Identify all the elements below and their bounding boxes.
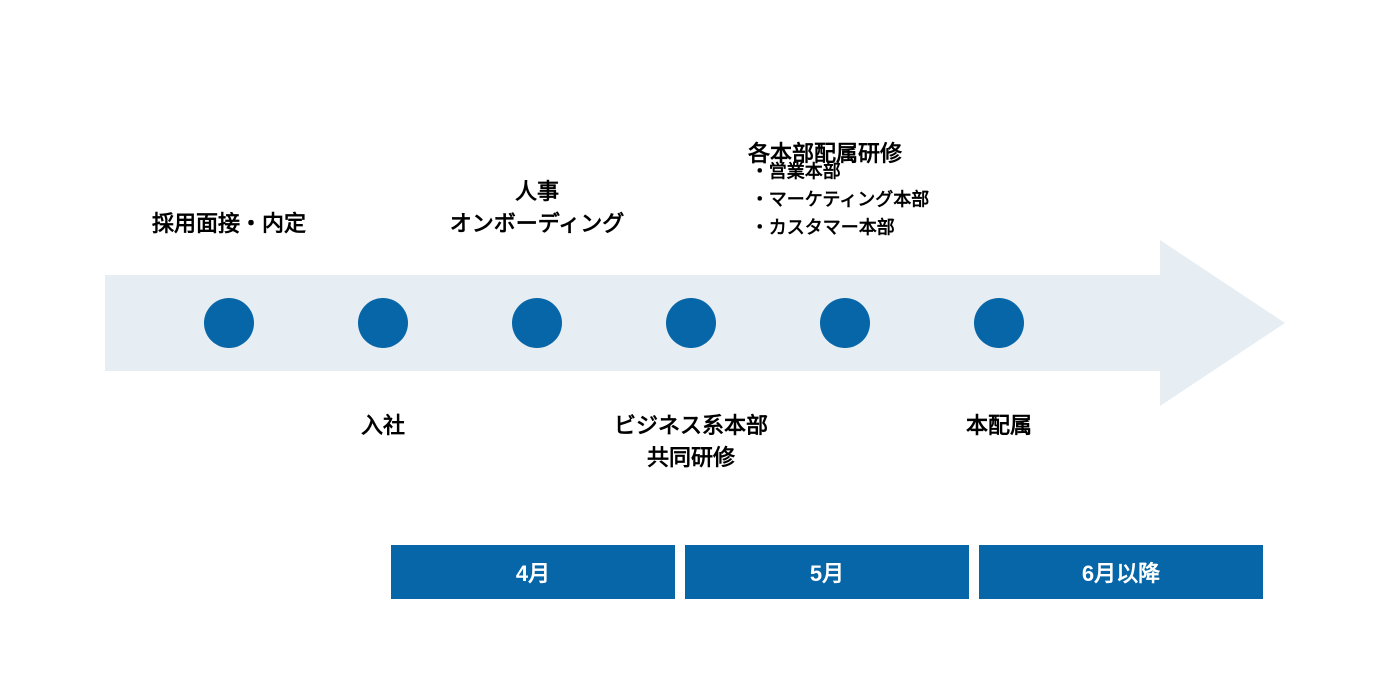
timeline-dot (204, 298, 254, 348)
stage-label-bottom: 本配属 (966, 410, 1032, 442)
timeline-dot (512, 298, 562, 348)
stage-label-bottom: ビジネス系本部 共同研修 (614, 410, 768, 474)
arrow-head-icon (1160, 240, 1285, 406)
month-block: 5月 (685, 545, 969, 599)
timeline-dot (820, 298, 870, 348)
stage-label-top: 人事 オンボーディング (450, 176, 624, 240)
stage-sublist: ・営業本部 ・マーケティング本部 ・カスタマー本部 (751, 158, 930, 242)
stage-label-top: 採用面接・内定 (152, 208, 306, 240)
stage-label-bottom: 入社 (361, 410, 405, 442)
timeline-dot (974, 298, 1024, 348)
month-block: 6月以降 (979, 545, 1263, 599)
month-block: 4月 (391, 545, 675, 599)
timeline-dot (358, 298, 408, 348)
timeline-dot (666, 298, 716, 348)
timeline-diagram: 採用面接・内定人事 オンボーディング各本部配属研修入社ビジネス系本部 共同研修本… (0, 0, 1395, 700)
